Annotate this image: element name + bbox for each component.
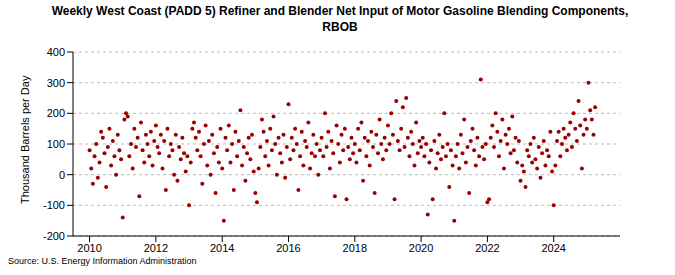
svg-text:2014: 2014: [210, 242, 234, 254]
svg-text:2020: 2020: [409, 242, 433, 254]
svg-text:300: 300: [47, 77, 65, 89]
svg-text:0: 0: [59, 169, 65, 181]
svg-text:200: 200: [47, 107, 65, 119]
svg-text:-100: -100: [43, 199, 65, 211]
svg-text:2024: 2024: [541, 242, 565, 254]
svg-text:-200: -200: [43, 230, 65, 242]
svg-text:Thousand Barrels per Day: Thousand Barrels per Day: [19, 75, 31, 204]
svg-text:100: 100: [47, 138, 65, 150]
svg-text:2018: 2018: [343, 242, 367, 254]
svg-text:2022: 2022: [475, 242, 499, 254]
svg-text:400: 400: [47, 46, 65, 58]
html-text:Source: U.S. Energy Informatio: Source: U.S. Energy Information Administ…: [8, 256, 197, 266]
svg-text:2012: 2012: [144, 242, 168, 254]
svg-text:2010: 2010: [77, 242, 101, 254]
html-text:Weekly West Coast (PADD 5) Ref: Weekly West Coast (PADD 5) Refiner and B…: [51, 4, 629, 34]
svg-text:2016: 2016: [276, 242, 300, 254]
